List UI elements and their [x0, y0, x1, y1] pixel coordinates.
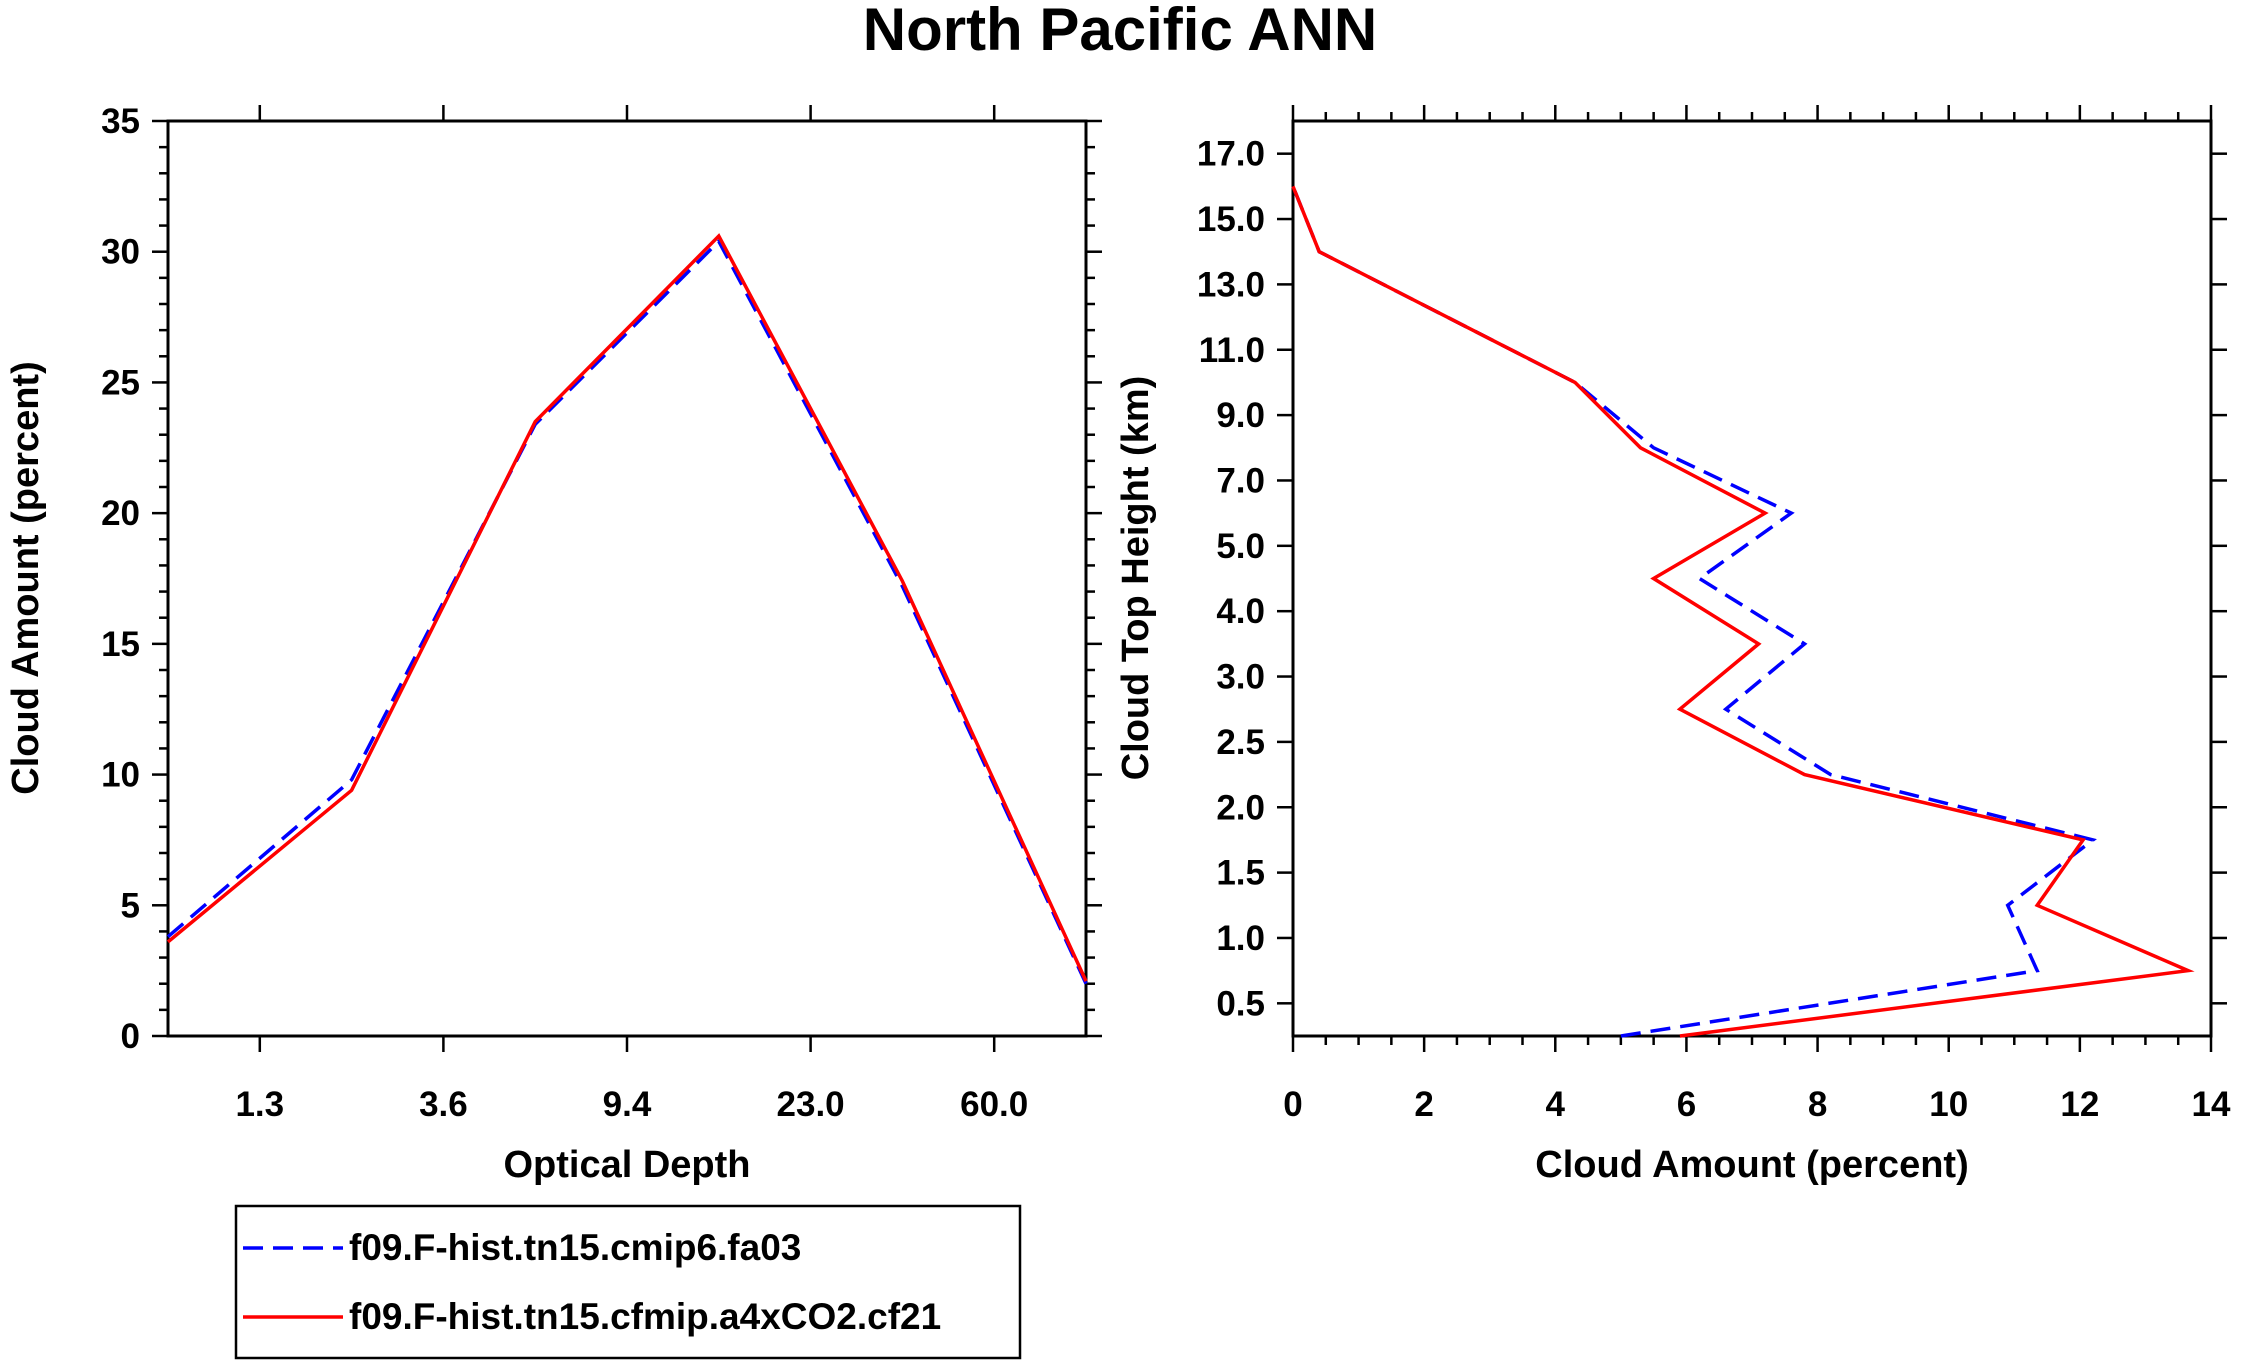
- legend: f09.F-hist.tn15.cmip6.fa03 f09.F-hist.tn…: [234, 1204, 1022, 1360]
- right-y-tick-label: 2.0: [1216, 788, 1265, 827]
- right-y-tick-label: 4.0: [1216, 592, 1265, 631]
- right-y-tick-label: 0.5: [1216, 984, 1265, 1023]
- legend-box: [234, 1204, 1022, 1360]
- left-y-tick-label: 15: [101, 625, 140, 664]
- right-y-tick-label: 5.0: [1216, 527, 1265, 566]
- right-x-tick-label: 8: [1808, 1085, 1827, 1124]
- cloud-top-height-plot: 0 2 4 6 8 10 12 14 0.5 1.0 1.5 2.0 2.5 3.0 4.0 5.0 7.0 9.…: [1115, 105, 2231, 1186]
- right-y-tick-label: 13.0: [1197, 265, 1265, 304]
- left-y-tick-label: 30: [101, 233, 140, 272]
- right-series-line-1: [1291, 185, 2097, 1038]
- left-x-tick-label: 60.0: [960, 1085, 1028, 1124]
- right-y-axis-label: Cloud Top Height (km): [1115, 376, 1157, 781]
- left-x-tick-label: 3.6: [419, 1085, 468, 1124]
- right-x-tick-label: 0: [1283, 1085, 1302, 1124]
- right-y-tick-label: 3.0: [1216, 658, 1265, 697]
- right-x-tick-label: 4: [1546, 1085, 1566, 1124]
- left-series-line-2: [166, 233, 1088, 982]
- legend-label-series1: f09.F-hist.tn15.cmip6.fa03: [349, 1227, 801, 1268]
- right-x-tick-label: 2: [1414, 1085, 1433, 1124]
- optical-depth-plot: 0 5 10 15 20 25 30 35 1.3 3.6 9.4 23.0 60.0 Optical …: [5, 102, 1102, 1186]
- left-series-line-1: [166, 238, 1088, 985]
- right-y-tick-label: 7.0: [1216, 461, 1265, 500]
- left-plot-frame: [166, 119, 1088, 1038]
- left-y-tick-label: 20: [101, 494, 140, 533]
- left-y-tick-label: 5: [121, 886, 140, 925]
- right-y-tick-label: 11.0: [1199, 331, 1265, 370]
- right-y-tick-label: 17.0: [1197, 135, 1265, 174]
- right-x-axis-label: Cloud Amount (percent): [1535, 1144, 1968, 1186]
- right-x-tick-label: 10: [1929, 1085, 1968, 1124]
- right-y-tick-label: 2.5: [1216, 723, 1265, 762]
- left-x-tick-label: 9.4: [603, 1085, 652, 1124]
- chart-title: North Pacific ANN: [863, 0, 1378, 63]
- right-x-tick-label: 14: [2192, 1085, 2231, 1124]
- left-x-tick-label: 1.3: [235, 1085, 284, 1124]
- right-x-tick-label: 12: [2060, 1085, 2099, 1124]
- right-y-tick-label: 9.0: [1216, 396, 1265, 435]
- right-y-tick-label: 1.0: [1216, 919, 1265, 958]
- left-y-tick-label: 10: [101, 756, 140, 795]
- left-x-axis-label: Optical Depth: [503, 1144, 750, 1186]
- right-x-tick-label: 6: [1677, 1085, 1696, 1124]
- left-y-axis-label: Cloud Amount (percent): [5, 361, 47, 794]
- right-series-line-2: [1291, 185, 2195, 1038]
- right-y-tick-label: 15.0: [1197, 200, 1265, 239]
- left-y-tick-label: 0: [121, 1017, 140, 1056]
- left-y-tick-label: 35: [101, 102, 140, 141]
- right-y-tick-label: 1.5: [1216, 854, 1265, 893]
- left-y-tick-label: 25: [101, 363, 140, 402]
- left-x-tick-label: 23.0: [777, 1085, 845, 1124]
- right-plot-frame: [1291, 119, 2213, 1038]
- legend-label-series2: f09.F-hist.tn15.cfmip.a4xCO2.cf21: [349, 1296, 941, 1337]
